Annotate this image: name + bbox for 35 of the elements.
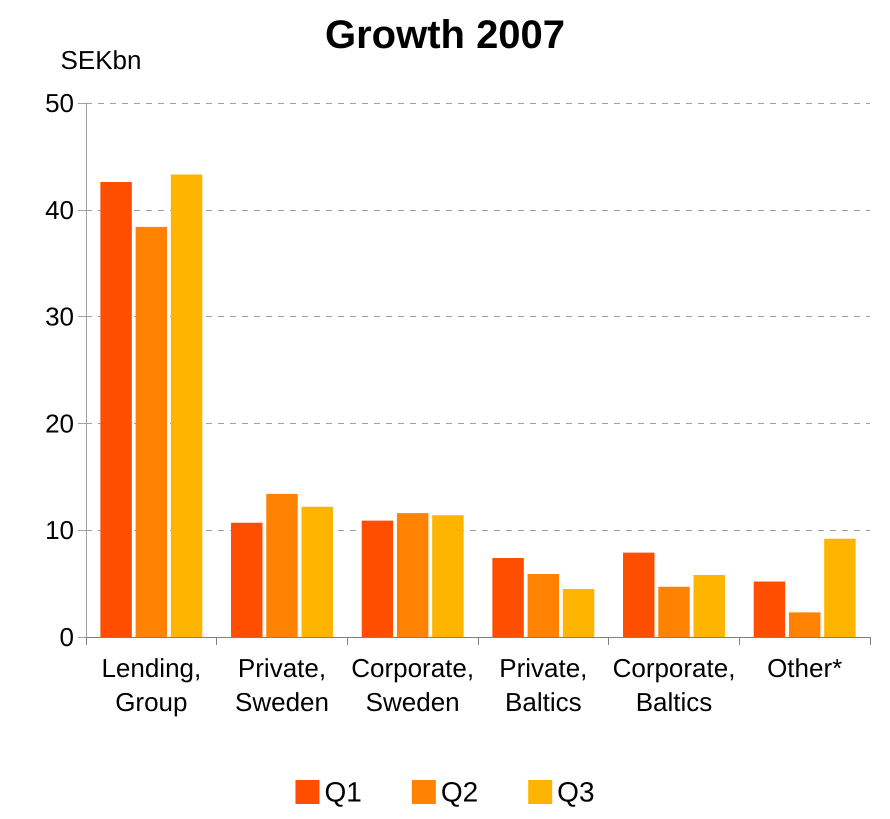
x-tick-label: Lending, Group [101, 653, 202, 717]
bar [694, 575, 725, 637]
y-axis-title: SEKbn [60, 45, 142, 75]
bar [492, 558, 524, 637]
legend-label: Q2 [440, 776, 478, 808]
bar [231, 522, 262, 637]
bar [788, 612, 820, 637]
bar [266, 494, 298, 637]
bar [170, 174, 202, 637]
bar [623, 552, 654, 637]
y-tick-label: 20 [45, 408, 74, 438]
y-tick-label: 50 [45, 88, 74, 118]
legend-label: Q1 [324, 776, 362, 808]
x-tick-label: Other* [767, 653, 842, 683]
x-tick-label: Corporate, Sweden [351, 653, 474, 717]
chart-title: Growth 2007 [324, 13, 566, 57]
x-tick-label: Private, Sweden [235, 653, 329, 717]
bar [528, 574, 560, 637]
bar [302, 506, 333, 637]
bar [562, 588, 594, 637]
bar [754, 581, 786, 637]
bar [136, 226, 168, 637]
y-tick-label: 30 [45, 302, 74, 332]
bar [432, 515, 464, 637]
bar [100, 182, 132, 637]
bar [396, 513, 428, 637]
legend-label: Q3 [557, 776, 595, 808]
y-tick-label: 0 [60, 622, 74, 652]
bar [658, 586, 690, 637]
x-tick-label: Private, Baltics [499, 653, 588, 717]
bar [362, 520, 394, 637]
y-tick-label: 10 [45, 515, 74, 546]
bar [824, 538, 856, 637]
y-tick-label: 40 [45, 194, 74, 225]
x-tick-label: Corporate, Baltics [612, 653, 736, 717]
